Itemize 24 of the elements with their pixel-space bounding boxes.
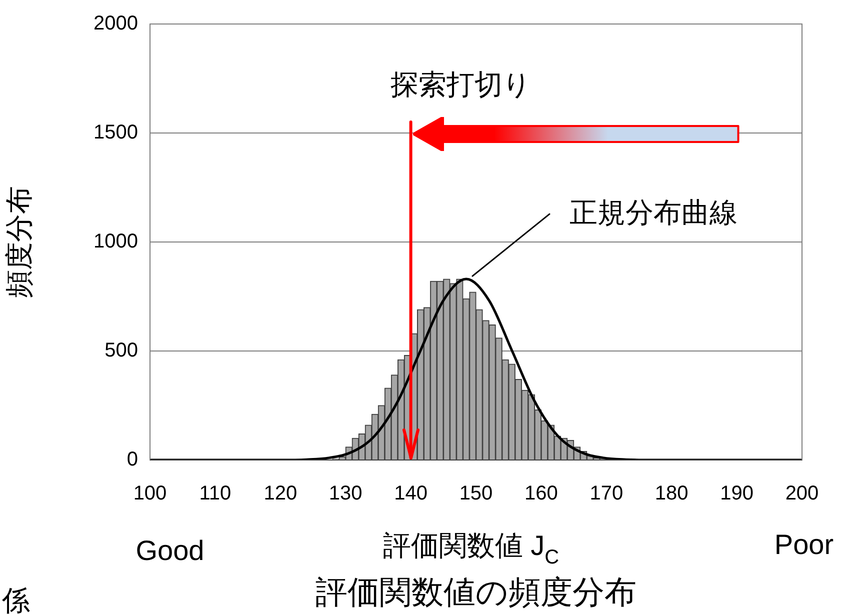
text: Poor — [774, 529, 834, 560]
y-tick-label: 500 — [104, 340, 138, 362]
x-tick-label: 110 — [199, 482, 232, 505]
annotation: 正規分布曲線 — [569, 197, 738, 228]
x-tick-label: 200 — [785, 482, 819, 505]
y-tick-label: 1000 — [94, 230, 138, 253]
y-axis-title: 頻度分布 — [4, 186, 35, 298]
ref-line-label: 探索打切り — [390, 69, 532, 100]
x-tick-label: 120 — [264, 482, 298, 505]
x-tick-label: 170 — [590, 482, 624, 505]
x-tick-label: 150 — [459, 482, 493, 505]
text: 係 — [1, 585, 30, 614]
x-tick-label: 190 — [720, 482, 754, 505]
x-tick-label: 100 — [133, 482, 167, 505]
y-tick-label: 2000 — [94, 12, 138, 35]
x-tick-label: 160 — [524, 482, 558, 505]
x-tick-label: 140 — [394, 482, 428, 505]
x-tick-label: 180 — [654, 482, 688, 505]
text: 評価関数値の頻度分布 — [316, 574, 636, 610]
y-tick-label: 1500 — [94, 122, 138, 144]
y-tick-label: 0 — [126, 448, 138, 471]
x-tick-label: 130 — [328, 482, 362, 505]
line-series — [150, 278, 802, 460]
text: Good — [136, 535, 204, 566]
